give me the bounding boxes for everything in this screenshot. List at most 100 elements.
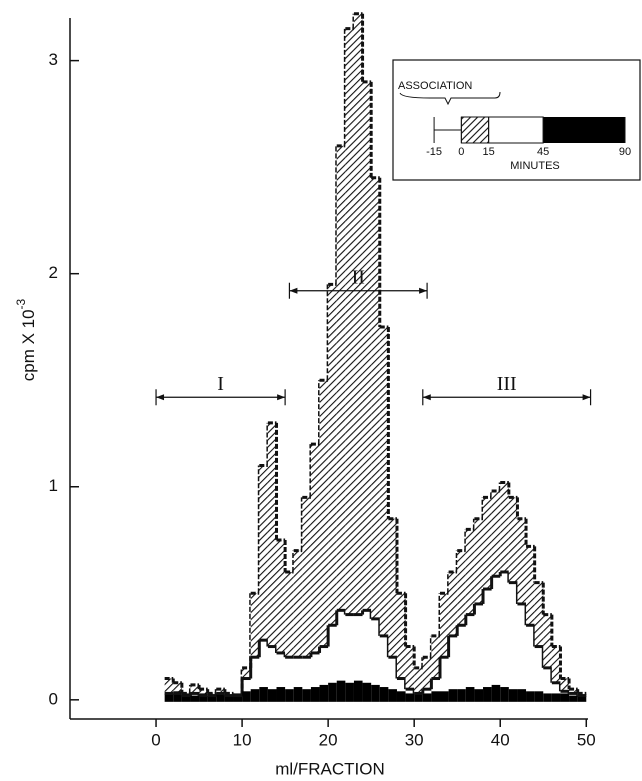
- lower-bar: [362, 682, 372, 702]
- inset-bracket: [399, 91, 501, 106]
- lower-bar: [465, 687, 475, 702]
- lower-bar: [474, 689, 484, 702]
- hatched-band: [414, 667, 423, 694]
- lower-bar: [336, 680, 346, 702]
- hatched-band: [483, 497, 492, 590]
- lower-bar: [242, 691, 251, 702]
- lower-bar: [457, 689, 466, 702]
- lower-bar: [310, 687, 320, 702]
- x-tick-label: 20: [319, 730, 338, 749]
- lower-bar: [500, 687, 509, 702]
- inset-tick-label: 0: [458, 146, 464, 158]
- x-tick-label: 30: [405, 730, 424, 749]
- lower-bar: [569, 695, 578, 702]
- region-arrow: [582, 394, 591, 401]
- hatched-band: [345, 28, 354, 615]
- lower-bar: [543, 693, 552, 702]
- region-label: I: [217, 373, 224, 395]
- lower-bar: [414, 693, 423, 702]
- inset-hatched: [460, 116, 490, 144]
- hatched-band: [259, 465, 268, 641]
- lower-bar: [353, 680, 363, 702]
- inset-xlabel: MINUTES: [510, 160, 560, 172]
- lower-bar: [345, 682, 354, 702]
- hatched-band: [405, 646, 415, 690]
- lower-bar: [285, 689, 294, 702]
- lower-bar: [207, 695, 217, 702]
- hatched-band: [371, 177, 380, 619]
- hatched-band: [388, 518, 397, 658]
- lower-bar: [379, 687, 389, 702]
- y-tick-label: 2: [49, 263, 58, 282]
- lower-bar: [448, 689, 458, 702]
- hatched-band: [431, 635, 440, 679]
- hatched-band: [508, 497, 518, 583]
- lower-bar: [267, 689, 277, 702]
- hatched-band: [362, 81, 372, 611]
- lower-bar: [388, 689, 397, 702]
- lower-bar: [302, 689, 311, 702]
- inset-tick-label: 45: [537, 146, 549, 158]
- hatched-band: [457, 550, 466, 626]
- lower-bar: [396, 691, 406, 702]
- region-arrow: [422, 394, 431, 401]
- lower-bar: [319, 684, 329, 702]
- lower-bar: [560, 693, 570, 702]
- lower-bar: [431, 691, 440, 702]
- lower-bar: [440, 691, 449, 702]
- hatched-band: [173, 682, 182, 694]
- inset-tick-label: 15: [483, 146, 495, 158]
- hatched-band: [543, 614, 552, 668]
- hatched-band: [276, 540, 286, 653]
- hatched-band: [551, 646, 561, 683]
- lower-bar: [483, 687, 492, 702]
- hatched-band: [242, 667, 251, 679]
- region-arrow: [289, 287, 298, 294]
- y-axis-label-exponent: -3: [14, 298, 28, 309]
- hatched-band: [310, 444, 320, 653]
- hatched-band: [517, 518, 527, 604]
- inset-white: [488, 116, 544, 144]
- hatched-band: [500, 482, 509, 572]
- hatched-band: [440, 593, 449, 658]
- lower-bar: [233, 693, 243, 702]
- region-arrow: [156, 394, 165, 401]
- hatched-band: [267, 422, 277, 647]
- hatched-band: [293, 550, 303, 658]
- hatched-band: [560, 678, 570, 692]
- lower-bar: [526, 691, 535, 702]
- hatched-band: [474, 518, 484, 604]
- region-label: II: [352, 266, 365, 288]
- region-arrow: [277, 394, 286, 401]
- inset-title: ASSOCIATION: [398, 80, 472, 92]
- lower-bar: [216, 693, 225, 702]
- lower-bar: [276, 687, 286, 702]
- hatched-band: [379, 326, 389, 636]
- inset-black: [543, 117, 625, 143]
- lower-bar: [250, 689, 260, 702]
- hatched-band: [164, 678, 174, 694]
- lower-bar: [181, 693, 191, 702]
- hatched-band: [448, 571, 458, 636]
- y-tick-label: 3: [49, 50, 58, 69]
- x-tick-label: 0: [151, 730, 160, 749]
- inset-tick-label: -15: [426, 146, 442, 158]
- lower-bar: [199, 693, 208, 702]
- lower-bar: [259, 687, 268, 702]
- lower-bar: [508, 689, 518, 702]
- lower-bar: [173, 691, 182, 702]
- hatched-band: [328, 284, 337, 626]
- hatched-band: [526, 546, 535, 626]
- hatched-band: [422, 657, 432, 690]
- lower-bar: [577, 695, 587, 702]
- x-tick-label: 10: [233, 730, 252, 749]
- region-label: III: [497, 373, 517, 395]
- lower-bar: [371, 684, 380, 702]
- region-arrow: [419, 287, 428, 294]
- lower-bar: [328, 682, 337, 702]
- hatched-band: [491, 491, 501, 577]
- hatched-band: [353, 13, 363, 615]
- x-tick-label: 50: [577, 730, 596, 749]
